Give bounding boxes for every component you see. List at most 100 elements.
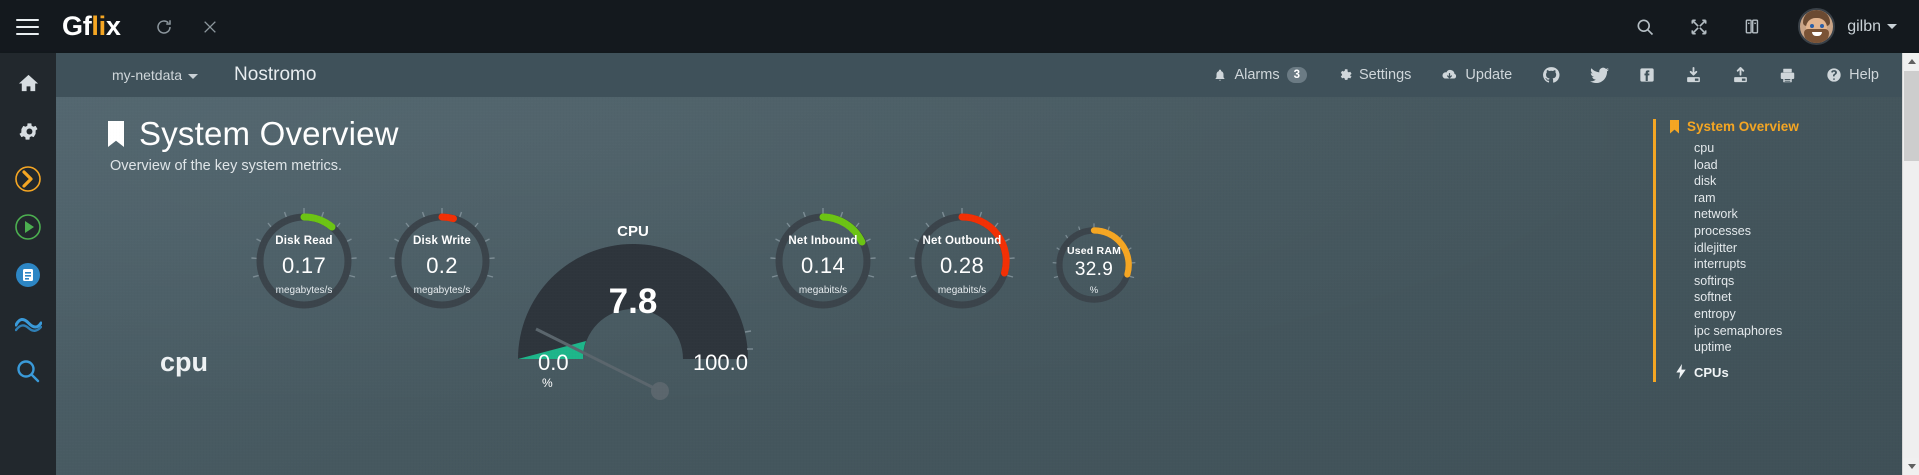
titlebar-actions: gilbn [1610,8,1919,46]
plex-play-icon[interactable] [6,205,50,249]
fullscreen-arrows-icon[interactable] [1680,8,1718,46]
app-blue-icon[interactable] [6,253,50,297]
hostname-label[interactable]: Nostromo [234,64,317,85]
print-icon[interactable] [1779,67,1796,84]
nav-settings-label: Settings [1359,67,1412,83]
nav-help[interactable]: Help [1826,67,1879,83]
toc-section-cpus[interactable]: CPUs [1670,363,1903,382]
netdata-navbar: my-netdata Nostromo Alarms 3 Settings [0,53,1919,97]
gauge-value: 0.17 [281,253,327,278]
import-icon[interactable] [1685,66,1702,84]
reload-icon[interactable] [147,10,181,44]
bookmark-icon [108,121,124,147]
library-books-icon[interactable] [1734,8,1772,46]
gauge-value: 0.2 [426,253,458,278]
toc-panel: System Overview cpu load disk ram networ… [1653,119,1903,382]
page-subtitle: Overview of the key system metrics. [110,158,343,174]
close-icon[interactable] [193,10,227,44]
toc-item-entropy[interactable]: entropy [1694,306,1736,321]
gauge-units: % [1089,285,1099,296]
gauge-units: megabytes/s [275,285,333,296]
nav-alarms-label: Alarms [1234,67,1280,83]
toc-item-network[interactable]: network [1694,207,1738,222]
section-heading-cpu: cpu [160,347,209,377]
toc-item-cpu[interactable]: cpu [1694,141,1715,155]
gauge-label: Net Inbound [788,235,858,247]
facebook-icon[interactable] [1639,67,1655,83]
gauge-ring: Disk Read 0.17 megabytes/s [248,205,360,317]
dashboard-body: System Overview Overview of the key syst… [56,97,1919,475]
export-icon[interactable] [1732,66,1749,84]
app-brand[interactable]: Gflix [62,11,121,42]
toc-item-softnet[interactable]: softnet [1694,290,1732,305]
chevron-down-icon [188,73,199,79]
avatar-beard [1804,29,1830,43]
toc-active-label: System Overview [1687,119,1799,134]
page-title-label: System Overview [139,115,399,152]
sonarr-icon[interactable] [6,157,50,201]
github-icon[interactable] [1542,66,1560,84]
wave-icon[interactable] [6,301,50,345]
gauge-units: megabytes/s [413,285,471,296]
home-icon[interactable] [6,61,50,105]
scroll-down-arrow[interactable] [1903,458,1919,475]
gauge-ring: Disk Write 0.2 megabytes/s [386,205,498,317]
hamburger-icon[interactable] [0,0,54,53]
user-menu[interactable]: gilbn [1847,18,1897,36]
scroll-up-arrow[interactable] [1903,53,1919,70]
gauge-net-outbound[interactable]: Net Outbound 0.28 megabits/s [906,205,1018,317]
gauge-value: 0.28 [939,253,985,278]
toc-item-ram[interactable]: ram [1694,190,1716,205]
nav-alarms[interactable]: Alarms 3 [1213,67,1307,83]
gauge-ring: Used RAM 32.9 % [1050,221,1138,309]
toc-active-section[interactable]: System Overview [1670,119,1903,134]
gauge-label: Disk Write [412,235,472,247]
gauge-cpu[interactable]: CPU 7.8 0.0 % 100.0 [508,223,758,400]
question-circle-icon [1826,67,1842,83]
bolt-icon [1676,363,1686,382]
gauges-row: Disk Read 0.17 megabytes/s [56,183,1356,400]
gauge-used-ram[interactable]: Used RAM 32.9 % [1050,221,1138,309]
gauge-disk-write[interactable]: Disk Write 0.2 megabytes/s [386,205,498,317]
page-scrollbar[interactable] [1902,53,1919,475]
brand-text-prefix: Gf [62,11,92,41]
gauge-units: % [542,376,553,390]
avatar-eye-right [1820,24,1825,28]
toc-item-ipc-semaphores[interactable]: ipc semaphores [1694,323,1783,338]
twitter-icon[interactable] [1590,67,1610,84]
toc-list: cpu load disk ram network processes idle… [1670,140,1903,356]
scroll-thumb[interactable] [1904,71,1919,161]
cloud-download-icon [1441,68,1458,82]
gauge-net-inbound[interactable]: Net Inbound 0.14 megabits/s [767,205,879,317]
bell-icon [1213,68,1227,83]
gauge-min: 0.0 [538,350,569,375]
toc-item-softirqs[interactable]: softirqs [1694,273,1735,288]
brand-text-accent: li [91,11,106,41]
search-icon[interactable] [1626,8,1664,46]
gauge-max: 100.0 [692,350,748,375]
toc-item-load[interactable]: load [1694,157,1718,172]
left-icon-rail [0,53,56,475]
gauge-label: Disk Read [275,235,333,247]
toc-item-idlejitter[interactable]: idlejitter [1694,240,1738,255]
gauge-value: 7.8 [608,282,658,321]
toc-item-uptime[interactable]: uptime [1694,340,1732,355]
gauge-label: Net Outbound [922,235,1002,247]
page-title: System Overview [108,115,399,153]
settings-gear-icon[interactable] [6,109,50,153]
my-netdata-menu[interactable]: my-netdata [112,67,199,83]
search-circle-icon[interactable] [6,349,50,393]
nav-update[interactable]: Update [1441,67,1512,83]
toc-item-interrupts[interactable]: interrupts [1694,257,1747,272]
nav-update-label: Update [1465,67,1513,83]
nav-settings[interactable]: Settings [1337,67,1411,83]
window-titlebar: Gflix [0,0,1919,53]
gauge-ring: Net Inbound 0.14 megabits/s [767,205,879,317]
avatar[interactable] [1798,8,1836,45]
toc-item-processes[interactable]: processes [1694,223,1751,238]
toc-item-disk[interactable]: disk [1694,174,1717,189]
gauge-units: megabits/s [937,285,987,296]
toc-footer-label: CPUs [1694,365,1729,381]
gauge-disk-read[interactable]: Disk Read 0.17 megabytes/s [248,205,360,317]
brand-text-suffix: x [105,11,121,41]
